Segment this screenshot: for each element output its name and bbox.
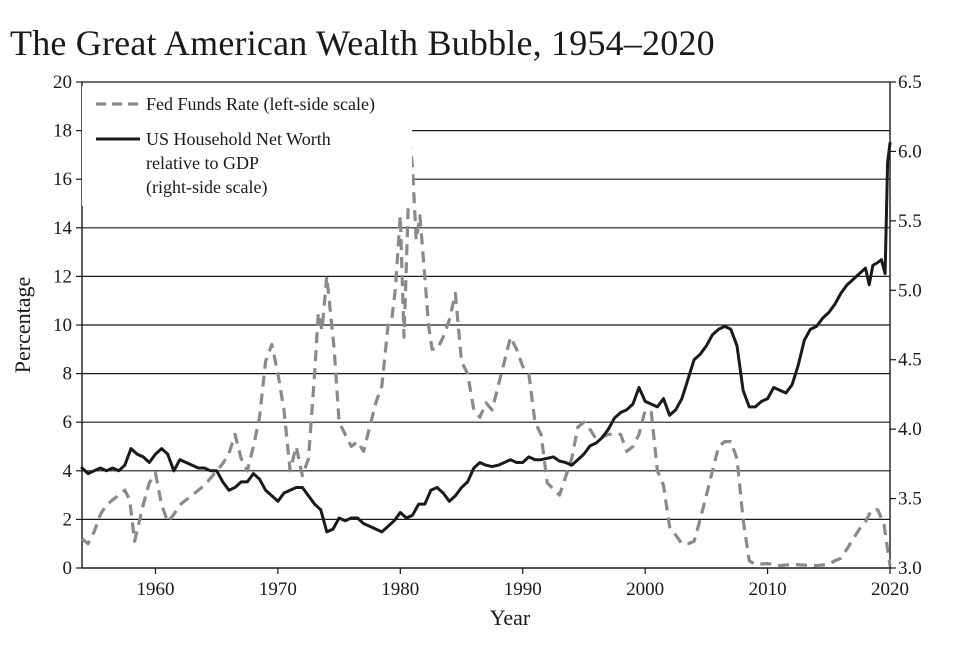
y-tick-left-label: 2 [63, 509, 73, 530]
series-line-household-net-worth [80, 141, 892, 534]
y-tick-left-label: 16 [53, 169, 72, 190]
y-tick-right-label: 5.5 [898, 211, 922, 232]
axes [76, 81, 896, 574]
x-tick-label: 1990 [504, 579, 542, 600]
y-tick-left-label: 10 [53, 315, 72, 336]
y-tick-left-label: 6 [63, 412, 73, 433]
series-line-fed-funds-rate [80, 141, 892, 568]
legend-label-fed-funds-rate: Fed Funds Rate (left-side scale) [146, 94, 375, 115]
legend-label-household-net-worth-line: relative to GDP [146, 153, 259, 173]
y-tick-right-label: 3.0 [898, 558, 922, 579]
x-tick-label: 2010 [749, 579, 787, 600]
y-tick-left-label: 18 [53, 121, 72, 142]
y-tick-left-label: 0 [63, 558, 73, 579]
y-tick-right-label: 5.0 [898, 280, 922, 301]
y-tick-right-label: 6.5 [898, 72, 922, 93]
y-tick-left-label: 4 [63, 461, 73, 482]
y-tick-right-label: 3.5 [898, 489, 922, 510]
y-tick-left-label: 20 [53, 72, 72, 93]
x-axis-label: Year [490, 605, 531, 630]
legend-background [82, 86, 412, 206]
y-tick-left-label: 14 [53, 218, 73, 239]
y-tick-left-label: 12 [53, 266, 72, 287]
y-tick-right-label: 4.5 [898, 350, 922, 371]
x-tick-label: 1970 [259, 579, 297, 600]
tick-labels: 0 2 4 6 8 10 12 14 16 18 20 3.0 3.5 4.0 4.5 5.0 5.5 6.0 6.… [53, 72, 922, 600]
y-axis-label: Percentage [10, 277, 35, 374]
legend: Fed Funds Rate (left-side scale) US House… [96, 94, 375, 198]
chart-title: The Great American Wealth Bubble, 1954–2… [10, 23, 715, 63]
y-tick-right-label: 4.0 [898, 419, 922, 440]
x-tick-label: 2020 [871, 579, 909, 600]
x-tick-label: 1960 [136, 579, 174, 600]
y-tick-right-label: 6.0 [898, 141, 922, 162]
legend-label-household-net-worth-line: US Household Net Worth [146, 129, 331, 149]
x-tick-label: 2000 [626, 579, 664, 600]
x-tick-label: 1980 [381, 579, 419, 600]
y-tick-left-label: 8 [63, 364, 73, 385]
series-group [80, 141, 892, 568]
legend-label-household-net-worth-line: (right-side scale) [146, 177, 267, 198]
